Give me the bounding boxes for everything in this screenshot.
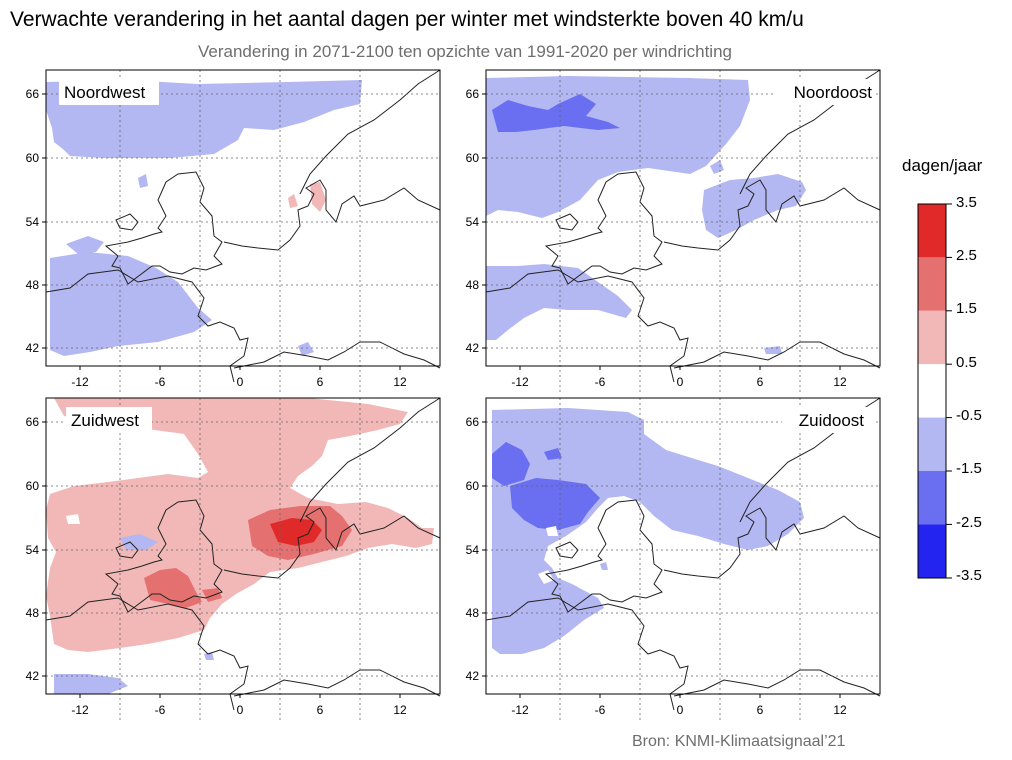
panel-label: Noordoost bbox=[794, 83, 873, 102]
colorbar-swatch bbox=[918, 524, 946, 578]
lat-tick-label: 48 bbox=[466, 278, 480, 292]
panel-label: Zuidwest bbox=[71, 411, 139, 430]
colorbar-unit: dagen/jaar bbox=[902, 156, 983, 175]
lon-tick-label: 0 bbox=[237, 375, 244, 389]
lon-tick-labels: -12 -6 0 6 12 bbox=[511, 703, 847, 717]
lat-tick-label: 48 bbox=[26, 606, 40, 620]
colorbar-tick-label: -2.5 bbox=[956, 514, 982, 531]
lon-tick-label: 6 bbox=[317, 703, 324, 717]
source-credit: Bron: KNMI-Klimaatsignaal’21 bbox=[632, 733, 846, 750]
lat-tick-label: 42 bbox=[26, 669, 40, 683]
map-panel-zuidwest: -12 -6 0 6 12 66 60 54 48 42 Zuidwest bbox=[26, 397, 441, 722]
lat-tick-label: 66 bbox=[466, 87, 480, 101]
lon-tick-label: -12 bbox=[511, 375, 529, 389]
map-title: Verwachte verandering in het aantal dage… bbox=[10, 8, 804, 31]
lat-tick-label: 42 bbox=[466, 669, 480, 683]
lon-tick-label: 12 bbox=[833, 703, 847, 717]
lat-tick-label: 66 bbox=[26, 87, 40, 101]
colorbar-swatch bbox=[918, 257, 946, 311]
lon-tick-label: -12 bbox=[511, 703, 529, 717]
lon-tick-label: -12 bbox=[71, 375, 89, 389]
lat-tick-labels: 66 60 54 48 42 bbox=[26, 87, 40, 355]
lat-tick-labels: 66 60 54 48 42 bbox=[466, 415, 480, 683]
lon-tick-labels: -12 -6 0 6 12 bbox=[71, 703, 407, 717]
colorbar-swatch bbox=[918, 364, 946, 418]
map-panel-zuidoost: -12 -6 0 6 12 66 60 54 48 42 Zuidoost bbox=[466, 397, 881, 722]
lat-tick-label: 60 bbox=[466, 479, 480, 493]
colorbar-tick-label: 0.5 bbox=[956, 354, 977, 371]
lat-tick-label: 60 bbox=[26, 151, 40, 165]
colorbar-tick-label: -3.5 bbox=[956, 567, 982, 584]
colorbar-swatch bbox=[918, 471, 946, 525]
lon-tick-labels: -12 -6 0 6 12 bbox=[71, 375, 407, 389]
lat-tick-label: 54 bbox=[26, 215, 40, 229]
lat-tick-labels: 66 60 54 48 42 bbox=[466, 87, 480, 355]
colorbar bbox=[917, 203, 952, 579]
colorbar-swatch bbox=[918, 310, 946, 365]
lon-tick-label: -12 bbox=[71, 703, 89, 717]
lat-tick-label: 54 bbox=[466, 215, 480, 229]
lon-tick-label: 12 bbox=[833, 375, 847, 389]
lat-tick-label: 60 bbox=[26, 479, 40, 493]
lat-tick-label: 54 bbox=[26, 543, 40, 557]
lon-tick-label: 0 bbox=[677, 375, 684, 389]
lat-tick-label: 66 bbox=[466, 415, 480, 429]
lon-tick-label: 0 bbox=[237, 703, 244, 717]
lon-tick-label: 12 bbox=[393, 703, 407, 717]
colorbar-tick-label: -1.5 bbox=[956, 460, 982, 477]
lon-tick-label: -6 bbox=[595, 703, 606, 717]
colorbar-swatch bbox=[918, 204, 946, 258]
lon-tick-label: -6 bbox=[155, 375, 166, 389]
lon-tick-label: 12 bbox=[393, 375, 407, 389]
lon-tick-labels: -12 -6 0 6 12 bbox=[511, 375, 847, 389]
lon-tick-label: 6 bbox=[757, 375, 764, 389]
map-panel-noordoost: -12 -6 0 6 12 66 60 54 48 42 Noordoost bbox=[466, 69, 881, 394]
colorbar-swatch bbox=[918, 417, 946, 471]
lon-tick-label: 6 bbox=[317, 375, 324, 389]
lat-tick-label: 54 bbox=[466, 543, 480, 557]
lat-tick-label: 48 bbox=[466, 606, 480, 620]
lon-tick-label: -6 bbox=[155, 703, 166, 717]
map-subtitle: Verandering in 2071-2100 ten opzichte va… bbox=[198, 42, 732, 61]
colorbar-tick-label: 2.5 bbox=[956, 247, 977, 264]
lon-tick-label: 0 bbox=[677, 703, 684, 717]
panel-label: Zuidoost bbox=[799, 411, 864, 430]
colorbar-tick-label: -0.5 bbox=[956, 407, 982, 424]
map-panel-noordwest: -12 -6 0 6 12 66 60 54 48 42 Noordwest bbox=[26, 69, 441, 394]
lat-tick-label: 66 bbox=[26, 415, 40, 429]
panel-label: Noordwest bbox=[64, 83, 146, 102]
colorbar-tick-label: 3.5 bbox=[956, 194, 977, 211]
colorbar-tick-label: 1.5 bbox=[956, 300, 977, 317]
lat-tick-label: 42 bbox=[466, 341, 480, 355]
lat-tick-label: 60 bbox=[466, 151, 480, 165]
lon-tick-label: 6 bbox=[757, 703, 764, 717]
lat-tick-label: 42 bbox=[26, 341, 40, 355]
lat-tick-label: 48 bbox=[26, 278, 40, 292]
lat-tick-labels: 66 60 54 48 42 bbox=[26, 415, 40, 683]
lon-tick-label: -6 bbox=[595, 375, 606, 389]
